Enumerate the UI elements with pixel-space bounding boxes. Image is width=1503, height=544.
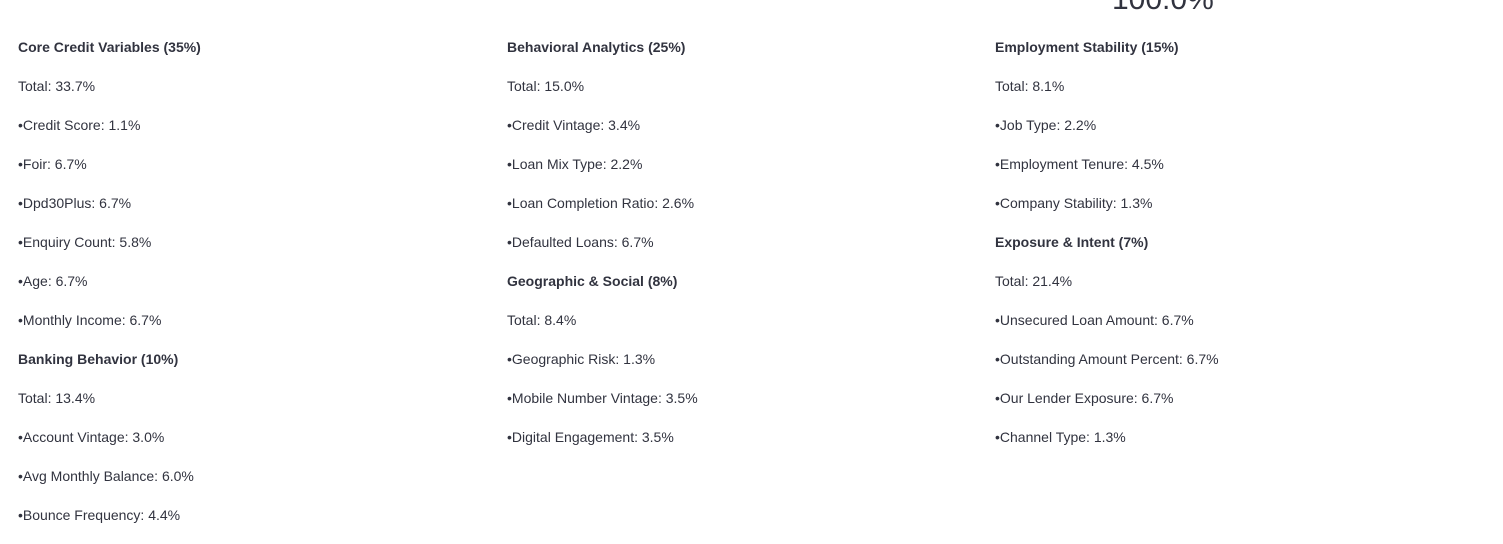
column-behavioral-geographic: Behavioral Analytics (25%) Total: 15.0% … [507, 37, 977, 466]
group-title-banking-behavior: Banking Behavior (10%) [18, 351, 179, 367]
item-loan-mix-type: Loan Mix Type: 2.2% [507, 154, 977, 193]
column-employment-exposure: Employment Stability (15%) Total: 8.1% J… [995, 37, 1465, 466]
column-core-banking: Core Credit Variables (35%) Total: 33.7%… [18, 37, 488, 544]
item-credit-score: Credit Score: 1.1% [18, 115, 488, 154]
item-outstanding-amount-percent: Outstanding Amount Percent: 6.7% [995, 349, 1465, 388]
group-title-core-credit-variables: Core Credit Variables (35%) [18, 39, 201, 55]
item-avg-monthly-balance: Avg Monthly Balance: 6.0% [18, 466, 488, 505]
item-company-stability: Company Stability: 1.3% [995, 193, 1465, 232]
item-foir: Foir: 6.7% [18, 154, 488, 193]
item-digital-engagement: Digital Engagement: 3.5% [507, 427, 977, 466]
item-enquiry-count: Enquiry Count: 5.8% [18, 232, 488, 271]
item-credit-vintage: Credit Vintage: 3.4% [507, 115, 977, 154]
item-mobile-number-vintage: Mobile Number Vintage: 3.5% [507, 388, 977, 427]
item-defaulted-loans: Defaulted Loans: 6.7% [507, 232, 977, 271]
item-geographic-risk: Geographic Risk: 1.3% [507, 349, 977, 388]
item-unsecured-loan-amount: Unsecured Loan Amount: 6.7% [995, 310, 1465, 349]
group-title-geographic-social: Geographic & Social (8%) [507, 273, 678, 289]
item-channel-type: Channel Type: 1.3% [995, 427, 1465, 466]
group-total-employment-stability: Total: 8.1% [995, 78, 1065, 94]
group-title-exposure-intent: Exposure & Intent (7%) [995, 234, 1149, 250]
group-total-core-credit-variables: Total: 33.7% [18, 78, 96, 94]
item-age: Age: 6.7% [18, 271, 488, 310]
group-title-behavioral-analytics: Behavioral Analytics (25%) [507, 39, 686, 55]
item-our-lender-exposure: Our Lender Exposure: 6.7% [995, 388, 1465, 427]
item-monthly-income: Monthly Income: 6.7% [18, 310, 488, 349]
item-employment-tenure: Employment Tenure: 4.5% [995, 154, 1465, 193]
overall-total-metric: 100.0% [1112, 0, 1214, 18]
group-total-banking-behavior: Total: 13.4% [18, 390, 96, 406]
item-job-type: Job Type: 2.2% [995, 115, 1465, 154]
group-total-exposure-intent: Total: 21.4% [995, 273, 1073, 289]
group-total-behavioral-analytics: Total: 15.0% [507, 78, 585, 94]
group-title-employment-stability: Employment Stability (15%) [995, 39, 1179, 55]
item-bounce-frequency: Bounce Frequency: 4.4% [18, 505, 488, 544]
item-dpd30plus: Dpd30Plus: 6.7% [18, 193, 488, 232]
group-total-geographic-social: Total: 8.4% [507, 312, 577, 328]
item-account-vintage: Account Vintage: 3.0% [18, 427, 488, 466]
item-loan-completion-ratio: Loan Completion Ratio: 2.6% [507, 193, 977, 232]
